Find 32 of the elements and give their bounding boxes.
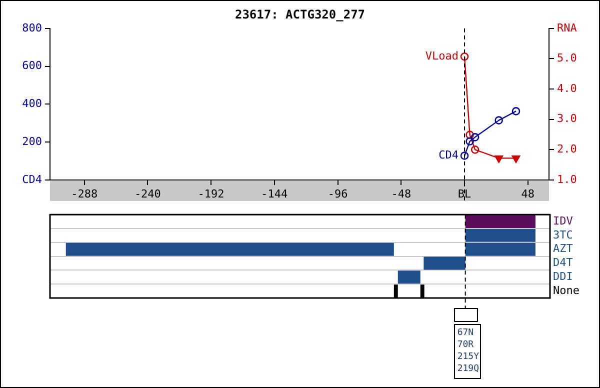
series-label: CD4 (438, 148, 459, 162)
x-tick-label: -48 (391, 187, 412, 200)
y2-tick-label: 4.0 (557, 82, 577, 95)
y-tick-label: IDV (553, 214, 574, 228)
y-tick-label: 600 (22, 59, 42, 72)
y-tick-label: AZT (553, 242, 574, 256)
y2-tick-label: RNA (557, 21, 578, 34)
text: 67N (457, 327, 475, 339)
y2-tick-label: 5.0 (557, 52, 577, 65)
x-tick-label: BL (458, 187, 472, 200)
x-tick-label: -288 (71, 187, 98, 200)
y-tick-label: 400 (22, 97, 42, 110)
text: 215Y (457, 351, 480, 363)
y-tick-label: 3TC (553, 228, 573, 242)
x-tick-label: -192 (198, 187, 224, 200)
text: 219Q (457, 363, 480, 375)
y-tick-label: 200 (22, 134, 42, 148)
series-label: VLoad (425, 49, 459, 62)
y-tick-label: CD4 (22, 172, 42, 186)
x-tick-label: 48 (521, 187, 535, 200)
text: 70R (457, 339, 475, 351)
y2-tick-label: 2.0 (557, 142, 577, 156)
y2-tick-label: 1.0 (557, 172, 577, 186)
x-tick-label: -96 (328, 187, 348, 200)
y-tick-label: DDI (553, 270, 573, 284)
x-tick-label: -144 (261, 187, 288, 200)
y-tick-label: None (553, 284, 580, 297)
y-tick-label: 800 (22, 21, 42, 34)
y2-tick-label: 3.0 (557, 112, 577, 126)
x-tick-label: -240 (134, 187, 161, 200)
chart-title: 23617: ACTG320_277 (234, 7, 366, 22)
y-tick-label: D4T (553, 256, 574, 270)
